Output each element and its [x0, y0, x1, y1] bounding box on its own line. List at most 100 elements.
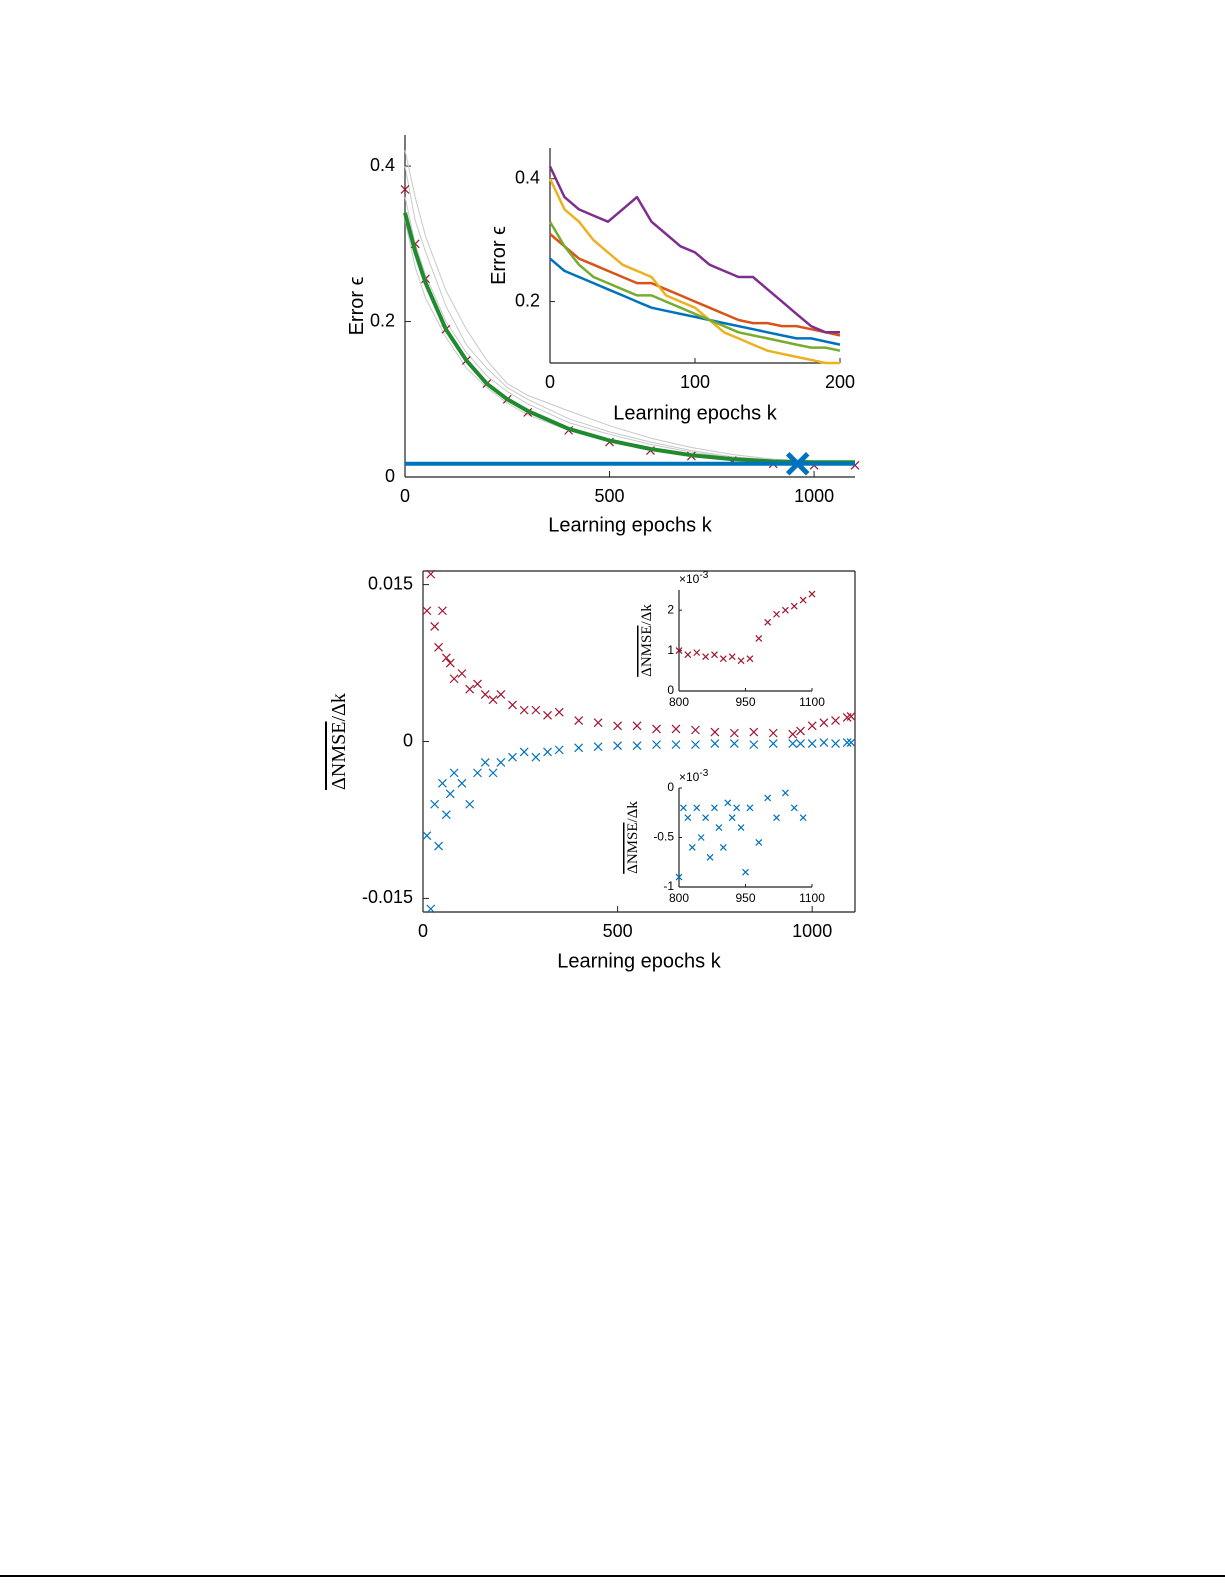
marker [457, 778, 467, 788]
marker [737, 657, 745, 665]
marker [749, 740, 759, 750]
y-scale-label: ×10-3 [679, 768, 709, 785]
marker [702, 814, 710, 822]
marker [724, 799, 732, 807]
marker [422, 606, 432, 616]
line [549, 233, 841, 337]
marker [691, 725, 700, 735]
y-axis-label-part: Error ϵ [488, 226, 510, 285]
marker [422, 831, 432, 841]
marker [675, 873, 683, 881]
marker [519, 747, 529, 757]
marker [710, 727, 720, 737]
marker [426, 569, 436, 579]
y-tick-label: 0 [667, 683, 674, 697]
marker [430, 799, 440, 809]
x-tick-label: 200 [825, 372, 855, 392]
x-tick-label: 500 [603, 921, 633, 941]
marker [652, 740, 661, 750]
marker [788, 739, 798, 749]
marker [438, 778, 447, 788]
y-tick-label: 2 [667, 602, 674, 616]
y-tick-label: 0.2 [515, 290, 540, 310]
marker [574, 716, 584, 726]
marker [728, 814, 736, 822]
marker [790, 804, 798, 812]
y-axis-label-part: Error ϵ [346, 276, 368, 335]
y-axis-label-part: ΔNMSE [639, 626, 655, 677]
marker [711, 651, 718, 659]
marker [746, 655, 754, 663]
x-tick-label: 800 [669, 891, 689, 905]
marker [755, 635, 763, 642]
marker [434, 642, 443, 652]
y-tick-label: 0.2 [370, 310, 395, 330]
x-tick-label: 0 [418, 921, 428, 941]
marker [715, 824, 723, 832]
line [549, 257, 841, 346]
marker [473, 679, 482, 689]
marker [702, 653, 710, 661]
x-tick-label: 0 [545, 372, 555, 392]
marker [613, 721, 623, 731]
marker [710, 739, 720, 749]
marker [831, 739, 840, 749]
marker [508, 700, 517, 710]
x-tick-label: 500 [595, 486, 625, 506]
marker [819, 718, 829, 728]
marker [457, 669, 467, 678]
marker [742, 868, 749, 876]
marker [842, 738, 852, 747]
y-scale-base: ×10 [679, 770, 700, 784]
marker [671, 740, 681, 750]
marker [632, 721, 642, 731]
marker [465, 799, 475, 809]
x-axis-label: Learning epochs k [548, 514, 712, 536]
y-axis-label: ΔNMSE/Δk [328, 693, 350, 790]
marker [781, 789, 789, 797]
marker [488, 768, 498, 778]
marker [430, 622, 440, 631]
marker [691, 740, 700, 750]
marker [480, 757, 490, 767]
marker [554, 745, 564, 755]
y-axis-label: Error ϵ [488, 226, 510, 285]
line [548, 221, 841, 352]
y-tick-label: 0 [403, 730, 413, 750]
marker [788, 729, 798, 739]
marker [543, 710, 552, 720]
x-tick-label: 100 [680, 372, 710, 392]
marker [737, 824, 745, 832]
y-axis-label-part: /Δk [328, 693, 350, 721]
y-axis-label-part: /Δk [639, 604, 655, 626]
line [403, 212, 855, 465]
marker [719, 655, 727, 663]
marker [441, 653, 451, 663]
marker [400, 184, 410, 194]
x-tick-label: 0 [400, 486, 410, 506]
y-tick-label: -0.5 [653, 830, 674, 844]
marker [846, 738, 856, 747]
x-tick-label: 800 [669, 695, 689, 709]
marker [728, 653, 736, 661]
marker [488, 695, 498, 705]
x-tick-label: 1100 [799, 891, 825, 905]
y-tick-label: -1 [663, 879, 674, 893]
marker [808, 590, 816, 598]
y-tick-label: 0 [667, 780, 674, 794]
y-tick-label: 0.015 [368, 573, 413, 593]
marker [693, 804, 701, 812]
marker [799, 596, 807, 604]
marker [846, 711, 856, 721]
marker [711, 804, 718, 812]
y-tick-label: 1 [667, 643, 674, 657]
marker [697, 834, 705, 841]
marker [675, 647, 683, 655]
y-tick-label: -0.015 [362, 887, 413, 907]
y-tick-label: 0 [385, 466, 395, 486]
marker [496, 757, 506, 767]
marker [755, 839, 763, 846]
marker [445, 658, 455, 668]
marker [684, 814, 692, 822]
